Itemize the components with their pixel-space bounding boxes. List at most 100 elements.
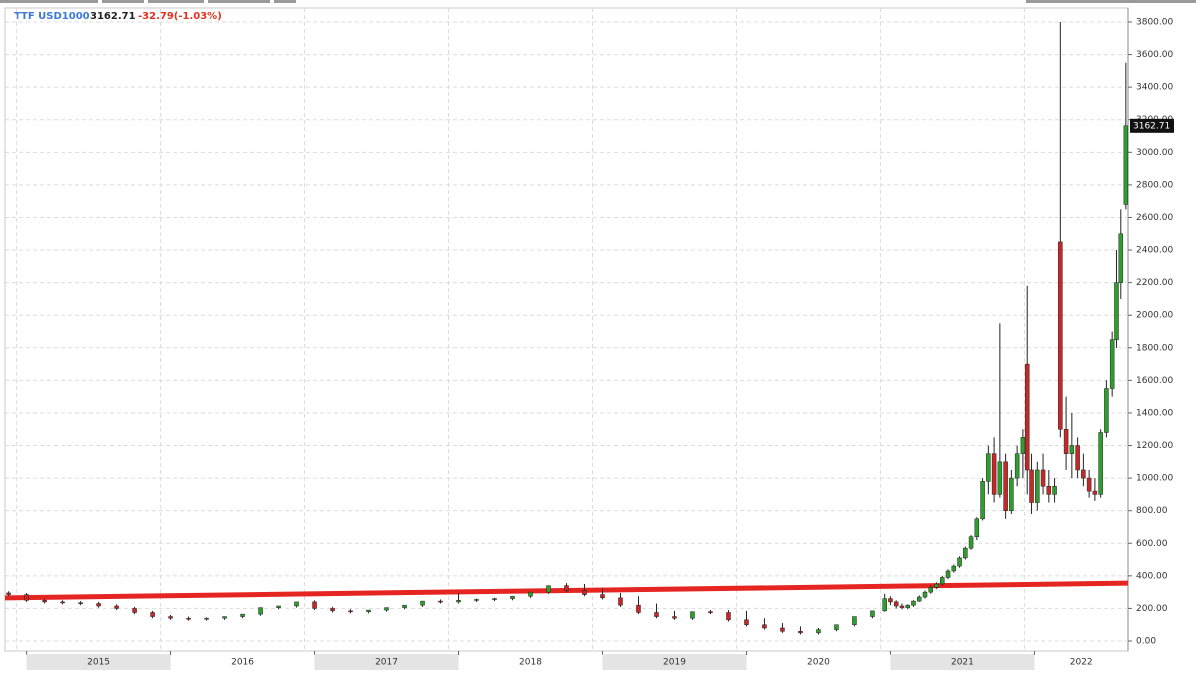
y-tick-label: 2400.00 [1136,246,1173,256]
candle-body [204,617,209,620]
y-tick-label: 3000.00 [1136,148,1173,158]
toolbar-tab[interactable] [148,0,204,3]
last-price-box [1130,118,1174,133]
candle-body [893,601,899,607]
candle-body [60,601,65,604]
x-tick-label: 2018 [519,658,542,668]
x-tick-label: 2015 [87,658,110,668]
candle-body [1058,241,1063,430]
x-tick-label: 2016 [231,658,254,668]
candle-body [980,481,985,520]
toolbar-tab[interactable] [274,0,296,3]
y-tick-label: 3600.00 [1136,50,1173,60]
candle-body [882,598,887,612]
candle-body [816,629,821,634]
y-tick-label: 1200.00 [1136,441,1173,451]
candle-body [618,597,623,606]
candle-body [1035,469,1040,503]
candle-body [1052,486,1057,495]
candle-body [168,616,173,619]
candle-body [1063,428,1069,454]
candle-body [1081,469,1086,479]
candle-body [744,619,749,625]
candle-body [1104,388,1109,433]
candle-body [6,592,11,595]
y-tick-label: 3400.00 [1136,83,1173,93]
candle-body [957,557,962,567]
candle-body [780,627,785,632]
candle-body [24,594,29,601]
candle-body [1075,445,1080,471]
candle-body [870,610,875,617]
candle-body [968,536,974,549]
candle-body [528,591,533,597]
toolbar-tab[interactable] [102,0,144,3]
candle-body [762,624,767,629]
candle-body [922,591,928,598]
candle-body [1020,437,1026,454]
candle-body [928,586,934,593]
candle-body [997,461,1003,495]
candle-body [899,605,905,608]
candle-body [222,616,227,619]
candle-body [1069,445,1075,454]
candle-body [402,604,407,608]
candle-body [438,600,443,603]
candle-body [1118,233,1124,283]
y-tick-label: 2200.00 [1136,278,1173,288]
y-tick-label: 1800.00 [1136,343,1173,353]
year-band [890,654,1035,670]
candle-body [186,617,191,620]
candle-body [348,610,353,613]
candle-body [852,616,857,625]
candle-body [456,600,461,603]
candle-body [1014,453,1020,479]
y-tick-label: 2800.00 [1136,180,1173,190]
y-tick-label: 2000.00 [1136,311,1173,321]
candle-body [294,601,299,607]
year-band [26,654,171,670]
candle-body [991,453,997,495]
candle-body [911,600,916,606]
x-tick-label: 2019 [663,658,686,668]
candle-body [258,607,263,615]
toolbar-tab[interactable] [0,0,98,3]
candle-body [1040,469,1046,487]
candle-body [940,577,945,585]
y-tick-label: 200.00 [1136,604,1168,614]
candle-body [492,598,497,600]
candle-body [916,596,922,602]
candle-body [150,612,155,617]
candle-body [974,518,980,537]
candle-body [600,594,605,599]
x-tick-label: 2021 [951,658,974,668]
candle-body [1009,477,1014,511]
candle-body [312,601,317,609]
candle-body [474,599,479,601]
candle-body [986,453,991,482]
candle-body [672,616,677,619]
y-tick-label: 400.00 [1136,571,1168,581]
candle-body [384,607,389,611]
toolbar-tab[interactable] [1026,0,1196,3]
candle-body [888,598,893,603]
y-tick-label: 1600.00 [1136,376,1173,386]
candle-body [1003,461,1008,511]
candle-body [582,590,587,595]
candle-body [510,595,515,599]
candle-body [330,608,335,612]
y-tick-label: 800.00 [1136,506,1168,516]
toolbar [0,0,1196,3]
candle-body [1086,477,1092,492]
price-change: -32.79(-1.03%) [138,11,222,22]
x-tick-label: 2022 [1070,658,1093,668]
grid: 0.00 200.00 400.00 600.00 800.00 1000.00 1200.… [5,8,1173,670]
x-tick-label: 2020 [807,658,830,668]
candle-body [708,611,713,613]
candle-body [834,624,839,630]
year-band [602,654,747,670]
candle-body [564,585,569,591]
candle-body [240,613,245,617]
toolbar-tab[interactable] [208,0,270,3]
